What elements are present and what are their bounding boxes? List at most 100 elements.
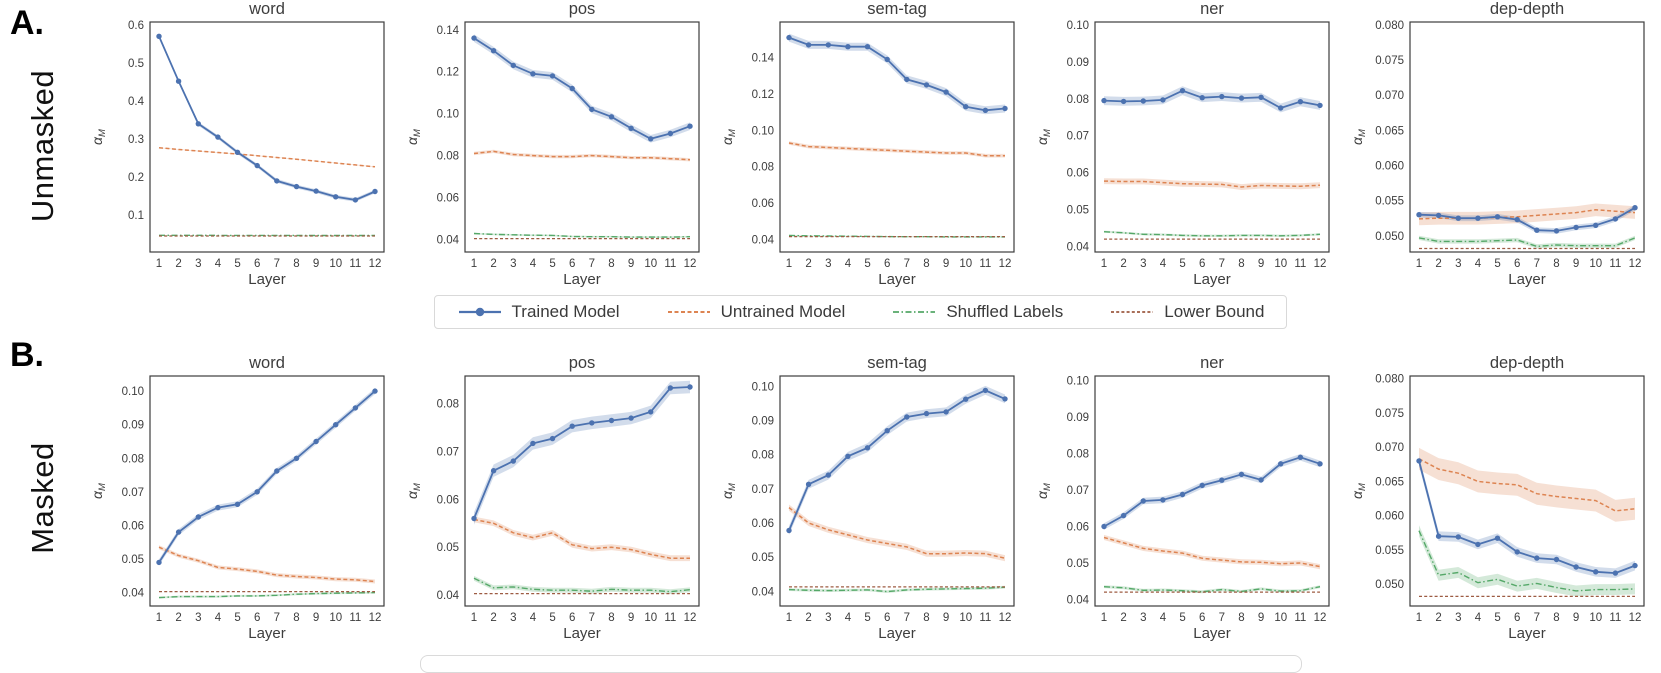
x-tick-label: 1 — [156, 612, 162, 624]
y-tick-label: 0.04 — [1067, 241, 1090, 253]
series-trained-marker — [943, 409, 948, 414]
panel-b-letter: B. — [10, 338, 44, 372]
series-trained-marker — [1278, 461, 1283, 466]
series-trained-marker — [648, 409, 653, 414]
series-trained-marker — [196, 121, 201, 126]
chart-title: ner — [1200, 354, 1224, 372]
series-trained-marker — [1593, 223, 1598, 228]
x-tick-label: 6 — [884, 612, 890, 624]
series-trained-marker — [550, 436, 555, 441]
y-tick-label: 0.10 — [122, 386, 144, 398]
x-tick-label: 3 — [510, 612, 516, 624]
y-tick-label: 0.07 — [752, 484, 774, 496]
y-tick-label: 0.06 — [437, 494, 459, 506]
series-trained-marker — [1239, 472, 1244, 477]
x-tick-label: 6 — [254, 258, 260, 270]
y-tick-label: 0.10 — [437, 109, 459, 121]
x-tick-label: 10 — [1589, 258, 1602, 270]
series-trained-marker — [1495, 536, 1500, 541]
band-untrained — [789, 141, 1005, 157]
panel-a-head: A. Unmasked — [0, 0, 86, 291]
legend-label: Trained Model — [512, 302, 620, 322]
series-trained-marker — [589, 420, 594, 425]
series-trained-marker — [628, 126, 633, 131]
panel-b-orientation-label: Masked — [25, 442, 61, 554]
series-trained-marker — [687, 384, 692, 389]
x-tick-label: 1 — [471, 612, 477, 624]
series-trained-marker — [511, 458, 516, 463]
band-trained — [159, 388, 375, 565]
y-tick-label: 0.065 — [1375, 125, 1404, 137]
x-tick-label: 6 — [1199, 612, 1205, 624]
x-tick-label: 2 — [1435, 612, 1441, 624]
axes-frame — [1095, 22, 1329, 252]
x-tick-label: 6 — [884, 258, 890, 270]
x-tick-label: 6 — [254, 612, 260, 624]
axes-frame — [780, 22, 1014, 252]
y-tick-label: 0.08 — [1067, 449, 1089, 461]
y-tick-label: 0.12 — [752, 89, 774, 101]
lower-bound-line-sample-icon — [1109, 305, 1155, 319]
series-trained-marker — [1534, 228, 1539, 233]
x-tick-label: 5 — [864, 258, 870, 270]
x-tick-label: 11 — [664, 258, 676, 270]
x-tick-label: 5 — [234, 612, 240, 624]
series-trained-marker — [806, 42, 811, 47]
x-tick-label: 6 — [1514, 612, 1520, 624]
series-trained-marker — [845, 44, 850, 49]
y-tick-label: 0.08 — [1067, 94, 1089, 106]
x-tick-label: 8 — [293, 612, 299, 624]
band-trained — [1104, 86, 1320, 112]
series-trained-marker — [491, 48, 496, 53]
x-tick-label: 4 — [1160, 258, 1167, 270]
x-tick-label: 3 — [825, 612, 831, 624]
series-trained-marker — [255, 163, 260, 168]
y-tick-label: 0.055 — [1375, 196, 1404, 208]
series-trained-marker — [826, 42, 831, 47]
x-axis-label: Layer — [1193, 625, 1231, 642]
series-trained-marker — [1456, 534, 1461, 539]
shuffled-line-sample-icon — [891, 305, 937, 319]
chart-title: ner — [1200, 0, 1224, 18]
x-tick-label: 10 — [644, 258, 657, 270]
series-trained-marker — [530, 441, 535, 446]
series-trained-marker — [1219, 478, 1224, 483]
series-trained-marker — [1258, 95, 1263, 100]
x-tick-label: 7 — [1219, 258, 1225, 270]
x-tick-label: 10 — [959, 612, 972, 624]
band-trained — [159, 34, 375, 201]
x-tick-label: 11 — [1294, 612, 1306, 624]
series-trained-marker — [333, 422, 338, 427]
x-tick-label: 2 — [1120, 258, 1126, 270]
x-tick-label: 5 — [1179, 612, 1185, 624]
x-tick-label: 11 — [1609, 258, 1621, 270]
y-axis-label: αM — [1034, 129, 1053, 145]
y-tick-label: 0.05 — [122, 554, 144, 566]
x-tick-label: 12 — [369, 258, 382, 270]
series-trained-marker — [1121, 99, 1126, 104]
y-tick-label: 0.06 — [122, 520, 144, 532]
series-trained-marker — [1573, 225, 1578, 230]
x-tick-label: 6 — [1199, 258, 1205, 270]
legend-label: Shuffled Labels — [946, 302, 1063, 322]
series-trained-marker — [609, 114, 614, 119]
x-axis-label: Layer — [248, 271, 286, 288]
y-tick-label: 0.07 — [1067, 131, 1089, 143]
axes-frame — [780, 376, 1014, 606]
series-trained-marker — [983, 108, 988, 113]
x-tick-label: 5 — [549, 258, 555, 270]
x-tick-label: 1 — [156, 258, 162, 270]
series-trained-marker — [1160, 97, 1165, 102]
x-tick-label: 2 — [175, 258, 181, 270]
axes-frame — [150, 22, 384, 252]
y-tick-label: 0.080 — [1375, 374, 1404, 386]
x-tick-label: 10 — [1274, 258, 1287, 270]
x-tick-label: 1 — [1416, 612, 1422, 624]
panel-a-letter: A. — [10, 6, 44, 40]
